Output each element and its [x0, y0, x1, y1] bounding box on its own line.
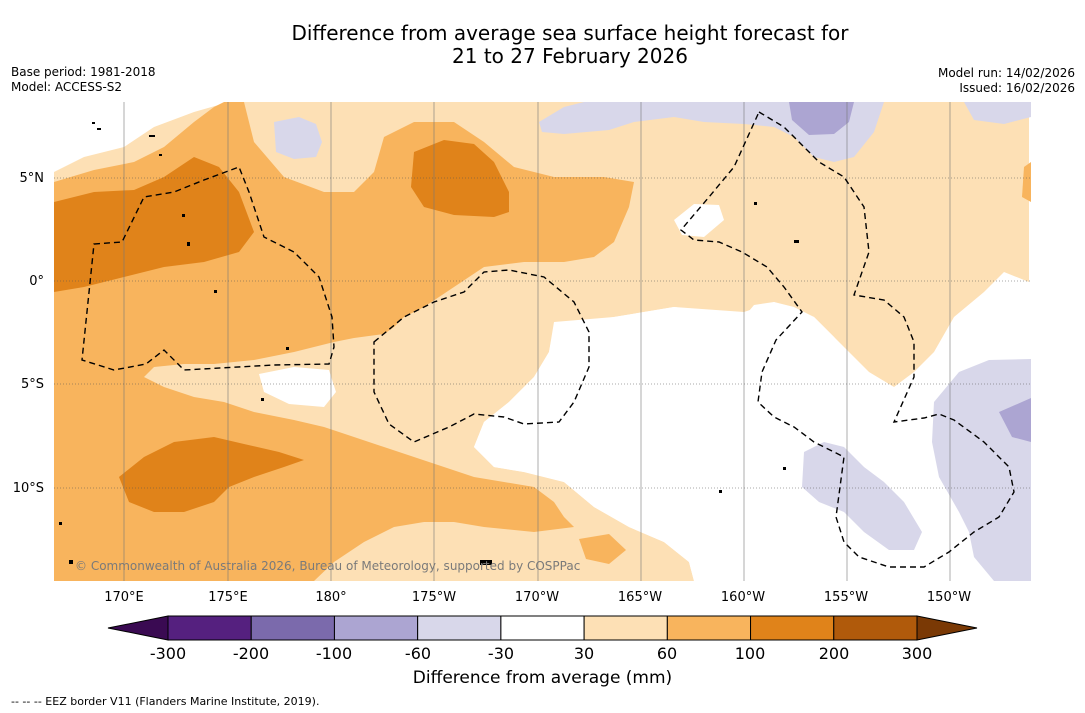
lat-label-5s: 5°S: [20, 377, 44, 392]
legend-arrow-high: [916, 615, 978, 641]
anomaly-purple-top: [789, 102, 854, 135]
lat-label-10s: 10°S: [12, 481, 44, 496]
island: [286, 347, 289, 350]
legend-bin: [333, 615, 419, 641]
legend-bin: [250, 615, 335, 641]
island: [69, 560, 73, 564]
title-line-2: 21 to 27 February 2026: [452, 44, 688, 68]
island: [754, 202, 757, 205]
legend-bin: [417, 615, 502, 641]
map-title: Difference from average sea surface heig…: [0, 22, 1085, 68]
lon-label-175e: 175°E: [208, 590, 248, 605]
lat-label-5n: 5°N: [19, 171, 45, 186]
issued-date: Issued: 16/02/2026: [959, 81, 1075, 95]
legend-arrow-low: [107, 615, 169, 641]
colour-legend: [107, 615, 978, 641]
anomaly-orange-east-edge: [1022, 162, 1031, 202]
lon-label-170w: 170°W: [514, 590, 560, 605]
island: [59, 522, 62, 525]
lon-label-165w: 165°W: [617, 590, 663, 605]
island: [159, 154, 162, 156]
near-average-window-2: [674, 204, 724, 237]
anomaly-lavender-top-west: [274, 117, 322, 159]
legend-bin: [167, 615, 252, 641]
map-canvas: [54, 102, 1031, 581]
island: [261, 398, 264, 401]
model-run: Model run: 14/02/2026: [937, 66, 1075, 80]
model-name: Model: ACCESS-S2: [11, 80, 123, 94]
lon-label-150w: 150°W: [926, 590, 972, 605]
anomaly-dark-orange-north: [411, 140, 509, 217]
island: [92, 122, 95, 124]
anomaly-lavender-east: [932, 359, 1031, 581]
legend-tick-label: 30: [573, 644, 595, 663]
legend-tick-label: -300: [149, 644, 187, 663]
lon-label-180: 180°: [315, 590, 347, 605]
eez-border-east: [679, 110, 1015, 568]
island: [719, 490, 722, 493]
legend-tick-label: 100: [734, 644, 766, 663]
anomaly-lavender-top-right: [964, 102, 1031, 124]
legend-tick-label: 60: [656, 644, 678, 663]
title-line-1: Difference from average sea surface heig…: [291, 21, 849, 45]
eez-border-central: [373, 269, 590, 443]
meta-right: Model run: 14/02/2026 Issued: 16/02/2026: [938, 66, 1075, 96]
legend-tick-label: -60: [404, 644, 432, 663]
near-average-east: [474, 302, 894, 581]
island: [794, 240, 799, 243]
legend-bins: [167, 615, 918, 641]
anomaly-purple-east: [999, 398, 1031, 442]
legend-bin: [750, 615, 835, 641]
island: [214, 290, 217, 293]
lat-label-0: 0°: [29, 274, 44, 289]
base-period: Base period: 1981-2018: [11, 65, 156, 79]
lon-label-175w: 175°W: [411, 590, 457, 605]
legend-title: Difference from average (mm): [412, 668, 673, 688]
legend-bin: [833, 615, 918, 641]
lon-label-155w: 155°W: [823, 590, 869, 605]
copyright-notice: © Commonwealth of Australia 2026, Bureau…: [75, 559, 581, 573]
eez-note: -- -- -- EEZ border V11 (Flanders Marine…: [11, 695, 320, 708]
island: [149, 135, 155, 137]
legend-bin: [666, 615, 752, 641]
island-marks: [59, 122, 799, 565]
legend-tick-label: -100: [315, 644, 353, 663]
legend-tick-label: -30: [487, 644, 515, 663]
legend-tick-label: 300: [901, 644, 933, 663]
anomaly-lavender-southeast: [802, 442, 922, 550]
legend-bin: [583, 615, 668, 641]
anomaly-orange-small: [579, 534, 626, 564]
island: [182, 214, 185, 217]
island: [97, 128, 101, 130]
legend-tick-label: 200: [818, 644, 850, 663]
legend-tick-label: -200: [232, 644, 270, 663]
meta-left: Base period: 1981-2018 Model: ACCESS-S2: [11, 65, 156, 95]
eez-border-west: [81, 166, 335, 371]
anomaly-dark-orange-south: [119, 437, 304, 512]
eez-border: [81, 110, 1015, 568]
lon-label-160w: 160°W: [720, 590, 766, 605]
forecast-map: © Commonwealth of Australia 2026, Bureau…: [54, 102, 1031, 581]
island: [783, 467, 786, 470]
anomaly-dark-orange-west: [54, 157, 254, 292]
near-average-window-1: [259, 367, 336, 407]
island: [480, 560, 492, 565]
legend-bin: [500, 615, 585, 641]
lon-label-170e: 170°E: [104, 590, 144, 605]
island: [187, 242, 190, 246]
graticule: [54, 102, 1031, 581]
